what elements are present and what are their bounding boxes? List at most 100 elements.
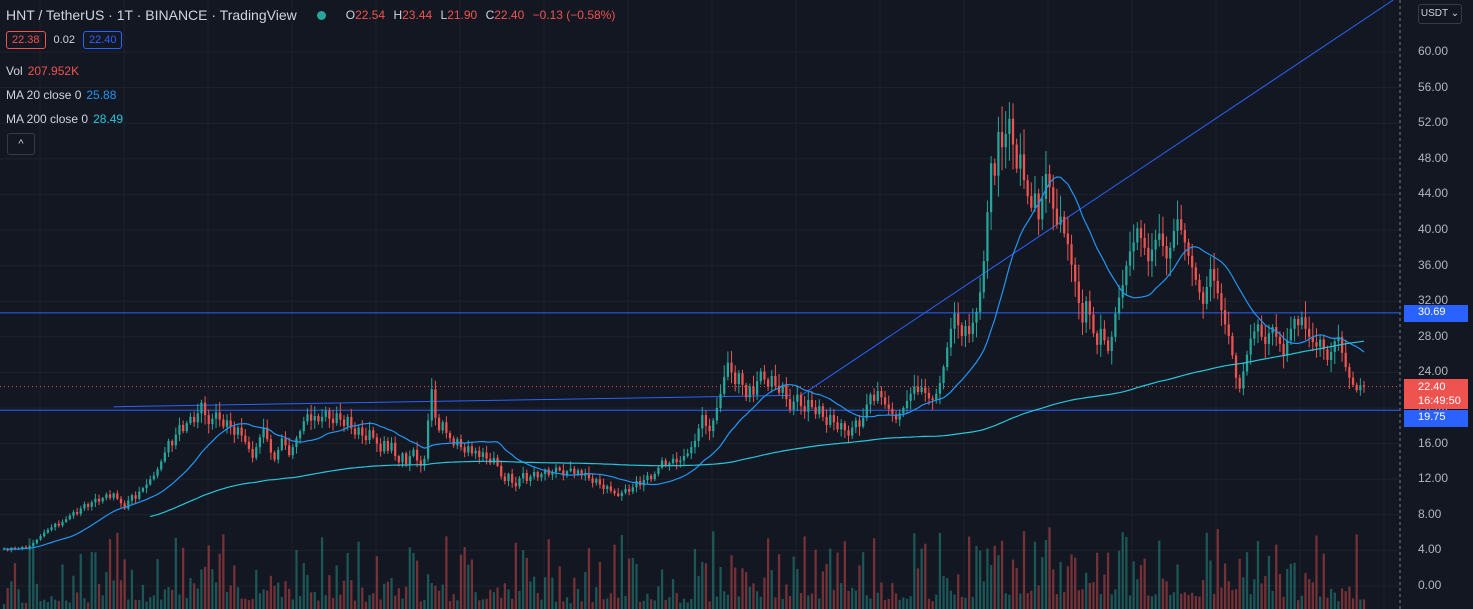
volume-bar: [225, 591, 229, 609]
price-tick-label: 52.00: [1418, 115, 1449, 130]
candle-body: [788, 399, 792, 410]
volume-bar: [86, 602, 90, 609]
candle-body: [540, 473, 543, 478]
volume-bar: [635, 563, 638, 609]
currency-selector[interactable]: USDT ⌄: [1418, 4, 1462, 24]
moving-averages: [3, 176, 1365, 551]
volume-bar: [262, 589, 265, 609]
candle-body: [671, 458, 675, 464]
volume-bar: [324, 595, 327, 609]
buy-button[interactable]: 22.40: [82, 31, 123, 49]
volume-bar: [105, 572, 108, 609]
volume-bar: [1008, 594, 1011, 609]
volume-bar: [65, 600, 68, 609]
volume-bar: [430, 583, 433, 609]
volume-bar: [1063, 592, 1066, 609]
price-tick-label: 40.00: [1418, 222, 1449, 236]
sell-button[interactable]: 22.38: [6, 31, 46, 49]
candle-body: [463, 447, 466, 453]
volume-bar: [690, 598, 693, 609]
volume-bar: [514, 542, 517, 609]
ma20-indicator[interactable]: MA 20 close 0 25.88: [6, 88, 116, 102]
volume-bar: [1340, 588, 1344, 609]
candle-body: [935, 393, 938, 400]
volume-bar: [701, 561, 704, 609]
candle-body: [851, 427, 854, 436]
candle-body: [1070, 244, 1073, 265]
candle-body: [785, 384, 788, 400]
volume-bar: [1249, 594, 1252, 609]
volume-bar: [138, 600, 141, 609]
candle-body: [1216, 280, 1219, 294]
candle-body: [182, 424, 185, 432]
volume-bar: [1293, 562, 1296, 609]
candle-body: [989, 163, 993, 213]
volume-bar: [101, 595, 104, 609]
candle-body: [624, 488, 627, 493]
volume-bar: [602, 599, 605, 609]
volume-bar: [401, 598, 404, 609]
ma200-value: 28.49: [93, 112, 124, 126]
volume-bar: [445, 536, 448, 609]
volume-bar: [935, 594, 938, 609]
volume-bar: [1004, 593, 1007, 609]
candle-body: [649, 475, 653, 480]
candle-body: [1267, 333, 1271, 344]
candle-body: [1337, 336, 1340, 342]
candle-body: [927, 392, 931, 399]
volume-bar: [1169, 594, 1172, 609]
candle-body: [57, 523, 60, 526]
ma200-indicator[interactable]: MA 200 close 0 28.49: [6, 112, 123, 126]
volume-bar: [818, 598, 821, 609]
candle-body: [525, 472, 528, 481]
candle-body: [755, 381, 759, 395]
volume-bar: [1242, 577, 1245, 609]
volume-bar: [255, 569, 258, 609]
volume-bar: [415, 560, 419, 609]
candle-body: [394, 442, 397, 457]
candle-body: [1293, 319, 1296, 329]
volume-bar: [1099, 594, 1102, 609]
price-tick-label: 32.00: [1418, 293, 1449, 308]
candle-body: [247, 441, 251, 449]
volume-bar: [1052, 569, 1055, 609]
candle-body: [679, 460, 682, 463]
candle-body: [1004, 133, 1007, 148]
collapse-legend-button[interactable]: ^: [7, 133, 35, 155]
volume-bar: [79, 553, 82, 609]
volume-bar: [576, 589, 580, 609]
volume-bar: [876, 592, 879, 609]
candle-body: [474, 450, 477, 454]
volume-bar: [207, 545, 210, 609]
close-value: 22.40: [494, 8, 525, 22]
candle-body: [196, 413, 199, 423]
candle-body: [565, 471, 569, 476]
candle-body: [792, 401, 795, 410]
volume-bar: [456, 600, 459, 609]
candle-body: [777, 385, 781, 393]
volume-bar: [1172, 592, 1176, 609]
candle-body: [266, 427, 269, 440]
candle-body: [1154, 239, 1157, 250]
volume-indicator[interactable]: Vol 207.952K: [6, 64, 79, 78]
volume-bar: [335, 565, 338, 609]
volume-bar: [1351, 598, 1355, 609]
candle-body: [803, 406, 806, 412]
candle-body: [741, 373, 744, 385]
volume-bar: [203, 566, 207, 609]
volume-bar: [309, 592, 313, 609]
volume-bar: [211, 569, 214, 609]
volume-bar: [467, 564, 470, 609]
volume-bar: [1275, 544, 1278, 609]
volume-bar: [825, 563, 828, 609]
candle-body: [883, 397, 887, 405]
volume-bar: [631, 557, 634, 609]
symbol-title[interactable]: HNT / TetherUS · 1T · BINANCE · TradingV…: [6, 7, 297, 23]
volume-bar: [434, 585, 437, 609]
volume-bar: [130, 569, 134, 609]
candle-body: [1176, 219, 1179, 231]
volume-bar: [851, 587, 854, 609]
volume-bar: [350, 580, 353, 609]
candle-body: [766, 379, 770, 387]
